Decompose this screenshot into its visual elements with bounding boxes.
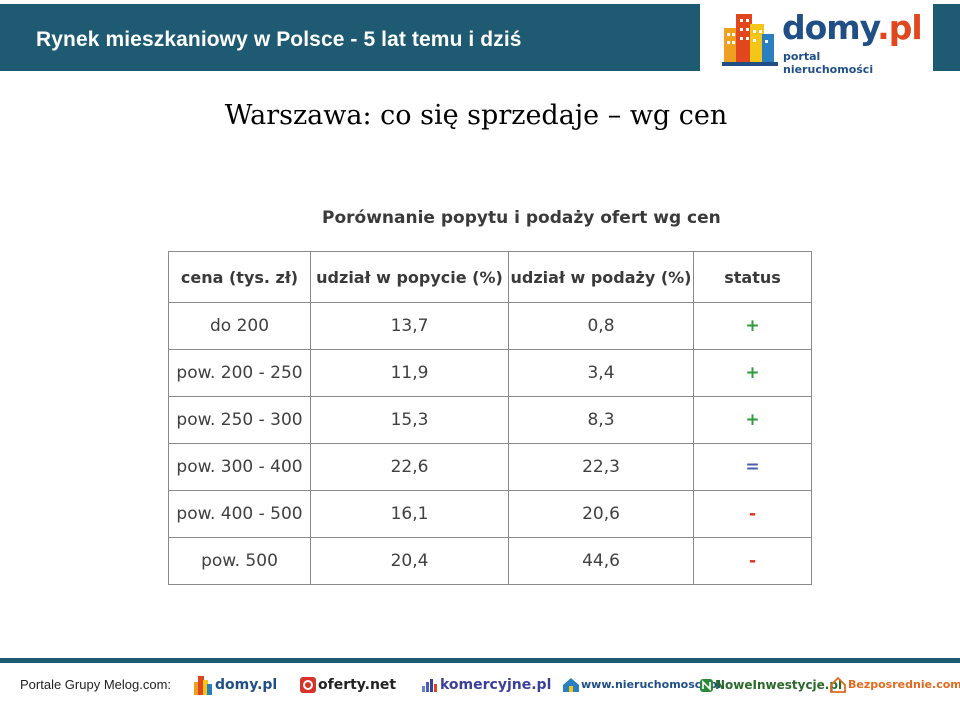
table-row: pow. 300 - 400 22,6 22,3 = (168, 443, 812, 491)
column-header-status: status (693, 251, 812, 303)
footer-logo-nieruchomosci[interactable]: www.nieruchomosci.pl (563, 674, 721, 696)
demand-cell: 13,7 (310, 302, 509, 350)
status-cell: + (693, 349, 812, 397)
supply-cell: 0,8 (508, 302, 694, 350)
header-right-accent (933, 4, 960, 71)
slide-title: Warszawa: co się sprzedaje – wg cen (224, 100, 728, 131)
demand-cell: 20,4 (310, 537, 509, 585)
column-header-price: cena (tys. zł) (168, 251, 311, 303)
domy-logo[interactable]: domy.pl portal nieruchomości (722, 6, 923, 76)
price-comparison-table: cena (tys. zł) udział w popycie (%) udzi… (168, 251, 812, 585)
price-cell: pow. 500 (168, 537, 311, 585)
price-cell: pow. 250 - 300 (168, 396, 311, 444)
column-header-supply: udział w podaży (%) (508, 251, 694, 303)
footer-label: Portale Grupy Melog.com: (20, 677, 172, 692)
nowe-logo-icon (700, 679, 713, 692)
header-title: Rynek mieszkaniowy w Polsce - 5 lat temu… (36, 28, 522, 51)
status-cell: + (693, 302, 812, 350)
footer-divider (0, 658, 960, 663)
table-row: pow. 250 - 300 15,3 8,3 + (168, 396, 812, 444)
price-cell: pow. 200 - 250 (168, 349, 311, 397)
supply-cell: 22,3 (508, 443, 694, 491)
footer-logo-bezposrednie[interactable]: Bezposrednie.com (830, 674, 960, 696)
house-icon (563, 678, 579, 692)
status-cell: + (693, 396, 812, 444)
table-row: pow. 400 - 500 16,1 20,6 - (168, 490, 812, 538)
supply-cell: 3,4 (508, 349, 694, 397)
buildings-icon (194, 676, 212, 695)
supply-cell: 44,6 (508, 537, 694, 585)
footer-logo-oferty[interactable]: oferty.net (300, 674, 396, 696)
oferty-logo-icon (300, 677, 316, 693)
status-cell: - (693, 537, 812, 585)
supply-cell: 20,6 (508, 490, 694, 538)
footer-logo-komercyjne[interactable]: komercyjne.pl (422, 674, 551, 696)
status-cell: - (693, 490, 812, 538)
supply-cell: 8,3 (508, 396, 694, 444)
table-row: pow. 200 - 250 11,9 3,4 + (168, 349, 812, 397)
logo-wordmark: domy.pl (782, 8, 923, 47)
table-title: Porównanie popytu i podaży ofert wg cen (322, 208, 721, 228)
bar-chart-icon (422, 679, 437, 692)
demand-cell: 11,9 (310, 349, 509, 397)
price-cell: pow. 400 - 500 (168, 490, 311, 538)
price-cell: pow. 300 - 400 (168, 443, 311, 491)
table-row: do 200 13,7 0,8 + (168, 302, 812, 350)
status-cell: = (693, 443, 812, 491)
header-bar: Rynek mieszkaniowy w Polsce - 5 lat temu… (0, 4, 700, 71)
footer-logo-domy[interactable]: domy.pl (193, 674, 277, 696)
demand-cell: 16,1 (310, 490, 509, 538)
price-cell: do 200 (168, 302, 311, 350)
table-row: pow. 500 20,4 44,6 - (168, 537, 812, 585)
logo-tagline: portal nieruchomości (783, 50, 874, 76)
table-header-row: cena (tys. zł) udział w popycie (%) udzi… (168, 251, 812, 303)
footer-logo-noweinwestycje[interactable]: NoweInwestycje.pl (700, 674, 842, 696)
house-outline-icon (830, 677, 846, 693)
column-header-demand: udział w popycie (%) (310, 251, 509, 303)
demand-cell: 15,3 (310, 396, 509, 444)
demand-cell: 22,6 (310, 443, 509, 491)
buildings-icon (722, 14, 778, 66)
